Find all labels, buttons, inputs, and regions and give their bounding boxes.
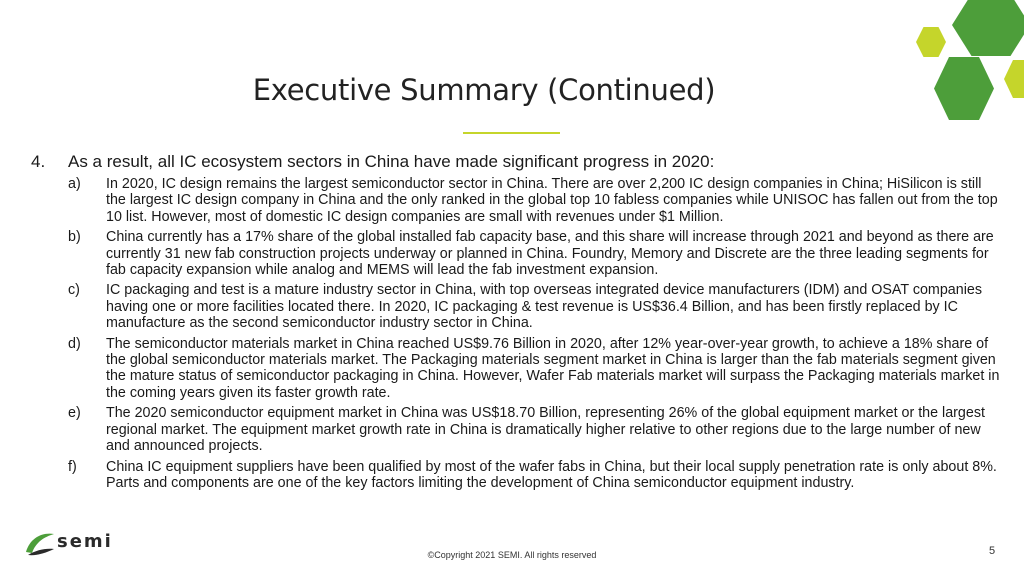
copyright-footer: ©Copyright 2021 SEMI. All rights reserve… (427, 550, 597, 560)
sub-item-text: China currently has a 17% share of the g… (106, 229, 994, 279)
semi-logo: semi (24, 528, 134, 558)
sub-item-text: The semiconductor materials market in Ch… (106, 335, 1000, 401)
sub-item-f: f) China IC equipment suppliers have bee… (31, 459, 1001, 492)
sub-item-label: e) (68, 405, 81, 422)
point-text: As a result, all IC ecosystem sectors in… (68, 152, 715, 171)
sub-item-d: d) The semiconductor materials market in… (31, 336, 1001, 402)
sub-item-text: The 2020 semiconductor equipment market … (106, 405, 985, 455)
point-number: 4. (31, 152, 46, 171)
title-underline (463, 132, 560, 134)
summary-point: 4. As a result, all IC ecosystem sectors… (31, 151, 1001, 172)
sub-item-c: c) IC packaging and test is a mature ind… (31, 282, 1001, 331)
sub-item-label: d) (68, 335, 81, 352)
hexagon-decoration-small-lime (916, 27, 946, 57)
sub-item-label: c) (68, 282, 80, 299)
page-number: 5 (989, 545, 996, 557)
sub-item-b: b) China currently has a 17% share of th… (31, 229, 1001, 278)
summary-body: 4. As a result, all IC ecosystem sectors… (31, 151, 1001, 495)
hexagon-decoration-lime-edge (1004, 60, 1024, 98)
sub-item-e: e) The 2020 semiconductor equipment mark… (31, 405, 1001, 454)
hexagon-decoration-large-top (952, 0, 1024, 56)
sub-item-label: a) (68, 176, 81, 192)
sub-item-label: b) (68, 229, 81, 246)
hexagon-decoration-large-center (934, 57, 994, 120)
sub-item-text: In 2020, IC design remains the largest s… (106, 176, 998, 225)
logo-wordmark: semi (57, 531, 113, 552)
sub-item-text: IC packaging and test is a mature indust… (106, 282, 982, 332)
sub-item-label: f) (68, 458, 77, 475)
page-title: Executive Summary (Continued) (252, 73, 716, 107)
sub-item-text: China IC equipment suppliers have been q… (106, 458, 997, 491)
sub-item-a: a) In 2020, IC design remains the larges… (31, 176, 1001, 225)
semi-swoosh-icon (26, 533, 54, 556)
